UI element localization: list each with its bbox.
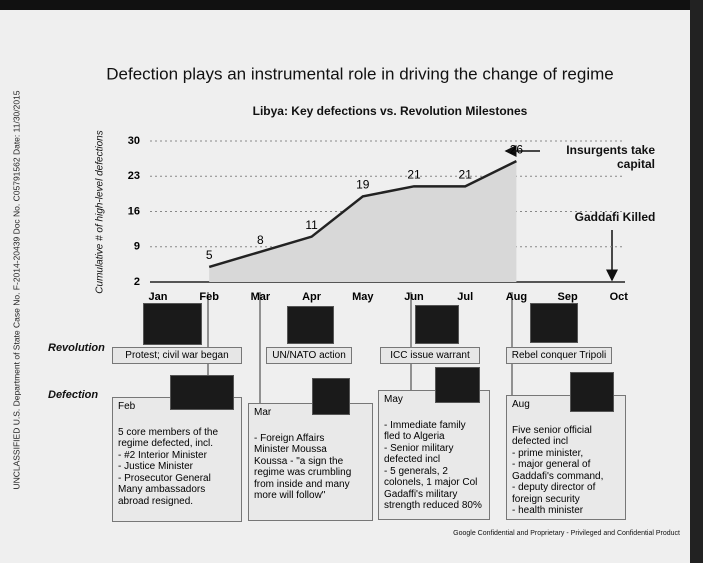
scan-edge [0, 0, 703, 10]
milestone: UN/NATO action [266, 347, 352, 364]
x-tick-label: Jan [149, 291, 168, 303]
x-tick-label: Oct [610, 291, 629, 303]
x-tick-label: Jun [404, 291, 424, 303]
chart-title: Libya: Key defections vs. Revolution Mil… [253, 104, 528, 118]
box-line: from inside and many [254, 478, 350, 490]
data-label: 11 [305, 218, 318, 232]
box-line: - Senior military [384, 442, 454, 454]
box-line: regime was crumbling [254, 467, 352, 478]
box-line: defected incl [384, 454, 441, 465]
box-line: - #2 Interior Minister [118, 449, 207, 461]
photo [312, 378, 350, 415]
box-line: - Prosecutor General [118, 472, 211, 484]
defection-box: Aug Five senior official defected incl - pr… [506, 395, 626, 520]
annotation: Gaddafi Killed [574, 210, 656, 224]
row-label: Revolution [48, 342, 105, 354]
box-line: regime defected, incl. [118, 438, 214, 449]
month: May [384, 394, 403, 405]
box-line: 5 core members of the [118, 426, 219, 438]
month: Mar [254, 407, 272, 418]
page-title: Defection plays an instrumental role in … [106, 64, 613, 83]
scan-edge [690, 0, 703, 563]
footer: Google Confidential and Proprietary - Pr… [453, 530, 680, 537]
box-line: Minister Moussa [254, 444, 327, 455]
box-line: - prime minister, [512, 447, 584, 459]
annotation: Insurgents take capital [566, 143, 655, 171]
box-line: - deputy director of [512, 482, 596, 493]
data-label: 5 [206, 248, 213, 262]
box-line: - Immediate family [384, 419, 466, 431]
x-tick-label: Jul [457, 291, 473, 303]
box-line: - 5 generals, 2 [384, 465, 448, 477]
box-line: strength reduced 80% [384, 500, 482, 511]
box-line: foreign security [512, 493, 580, 505]
x-tick-label: Feb [199, 291, 219, 303]
x-tick-label: Mar [251, 291, 271, 303]
box-line: colonels, 1 major Col [384, 477, 478, 488]
y-axis-label: Cumulative # of high-level defections [95, 130, 106, 293]
data-label: 21 [407, 167, 421, 181]
x-tick-label: Aug [506, 291, 527, 303]
box-line: more will follow" [254, 490, 326, 501]
box-line: Koussa - "a sign the [254, 455, 344, 467]
photo [287, 306, 334, 344]
box-line: Five senior official [512, 424, 592, 436]
month: Feb [118, 401, 136, 412]
box-line: Many ambassadors [118, 484, 206, 495]
milestone: Rebel conquer Tripoli [506, 347, 612, 364]
box-line: - Foreign Affairs [254, 432, 325, 444]
box-line: fled to Algeria [384, 431, 445, 442]
milestone: ICC issue warrant [380, 347, 480, 364]
photo [530, 303, 578, 343]
row-label: Defection [48, 389, 99, 401]
box-line: defected incl [512, 436, 569, 447]
data-label: 26 [510, 142, 524, 156]
side-stamp: UNCLASSIFIED U.S. Department of State Ca… [11, 90, 21, 489]
photo [415, 305, 459, 344]
milestone: Protest; civil war began [112, 347, 242, 364]
y-tick-label: 16 [128, 205, 140, 217]
data-label: 21 [459, 167, 473, 181]
data-label: 19 [356, 178, 370, 192]
box-line: - major general of [512, 459, 591, 470]
photo [435, 367, 480, 403]
y-tick-label: 9 [134, 241, 140, 253]
defection-box: Feb 5 core members of the regime defected,… [112, 397, 242, 522]
defection-box: Mar - Foreign Affairs Minister Moussa Kouss… [248, 403, 373, 521]
y-tick-label: 30 [128, 135, 140, 147]
box-line: abroad resigned. [118, 495, 194, 507]
box-line: - Justice Minister [118, 461, 194, 472]
box-line: Gaddafi's command, [512, 470, 604, 482]
x-tick-label: May [352, 291, 374, 303]
x-tick-label: Apr [302, 291, 322, 303]
month: Aug [512, 399, 530, 410]
y-tick-label: 2 [134, 276, 140, 288]
data-label: 8 [257, 233, 264, 247]
photo [570, 372, 614, 412]
photo [170, 375, 234, 410]
box-line: - health minister [512, 505, 584, 516]
y-tick-label: 23 [128, 170, 140, 182]
photo [143, 303, 202, 345]
line [208, 160, 517, 269]
box-line: Gadaffi's military [384, 488, 458, 500]
x-tick-label: Sep [558, 291, 578, 303]
area [209, 161, 517, 282]
defection-box: May - Immediate family fled to Algeria - Se… [378, 390, 490, 520]
